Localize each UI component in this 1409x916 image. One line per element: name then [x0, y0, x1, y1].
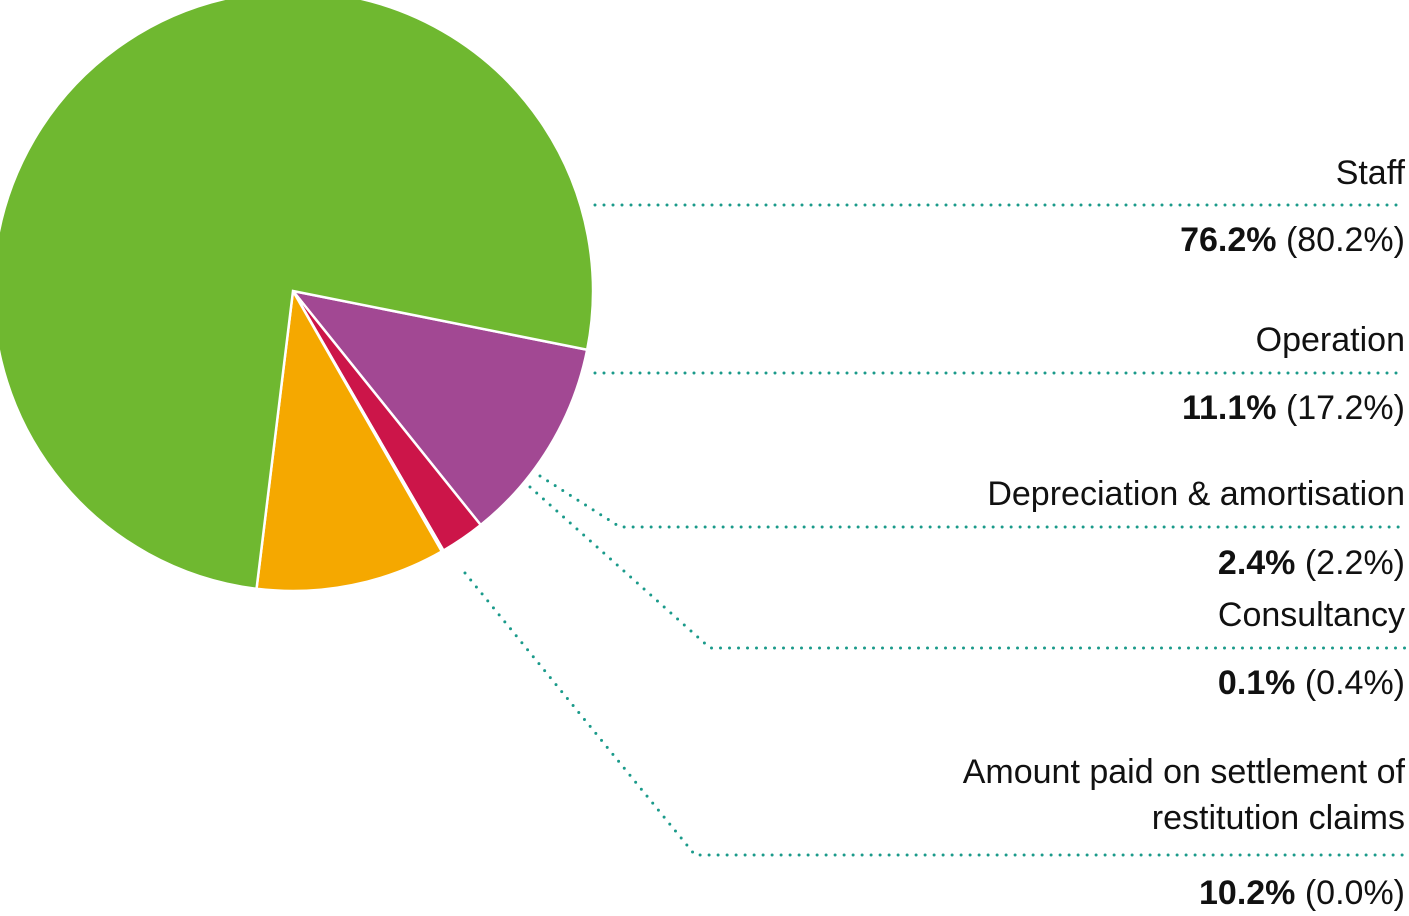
- value-label: 76.2%: [1180, 221, 1277, 259]
- value-row: 0.1% (0.4%): [1218, 660, 1405, 706]
- value-label: 0.1%: [1217, 664, 1296, 702]
- pie-slice: [0, 0, 595, 591]
- previous-label: (80.2%): [1285, 221, 1405, 259]
- pie-slice: [289, 289, 589, 527]
- previous-label: (17.2%): [1285, 389, 1405, 427]
- category-label: Depreciation & amortisation: [987, 475, 1405, 513]
- leader-line: [463, 571, 1407, 857]
- value-label: 10.2%: [1199, 874, 1296, 912]
- value-row: 10.2% (0.0%): [1199, 870, 1405, 916]
- category-label: Consultancy: [1217, 596, 1405, 634]
- pie-slice: [255, 287, 444, 593]
- leader-line: [528, 485, 1407, 650]
- value-label: 2.4%: [1217, 544, 1296, 582]
- value-row: 11.1% (17.2%): [1182, 385, 1405, 431]
- value-row: 76.2% (80.2%): [1180, 217, 1405, 263]
- previous-label: (2.2%): [1304, 544, 1405, 582]
- category-label: Operation: [1255, 321, 1405, 359]
- previous-label: (0.4%): [1304, 664, 1405, 702]
- value-label: 11.1%: [1181, 389, 1277, 427]
- previous-label: (0.0%): [1304, 874, 1405, 912]
- value-row: 2.4% (2.2%): [1218, 540, 1405, 586]
- category-label: Staff: [1335, 154, 1405, 192]
- category-label: Amount paid on settlement of restitution…: [962, 753, 1405, 837]
